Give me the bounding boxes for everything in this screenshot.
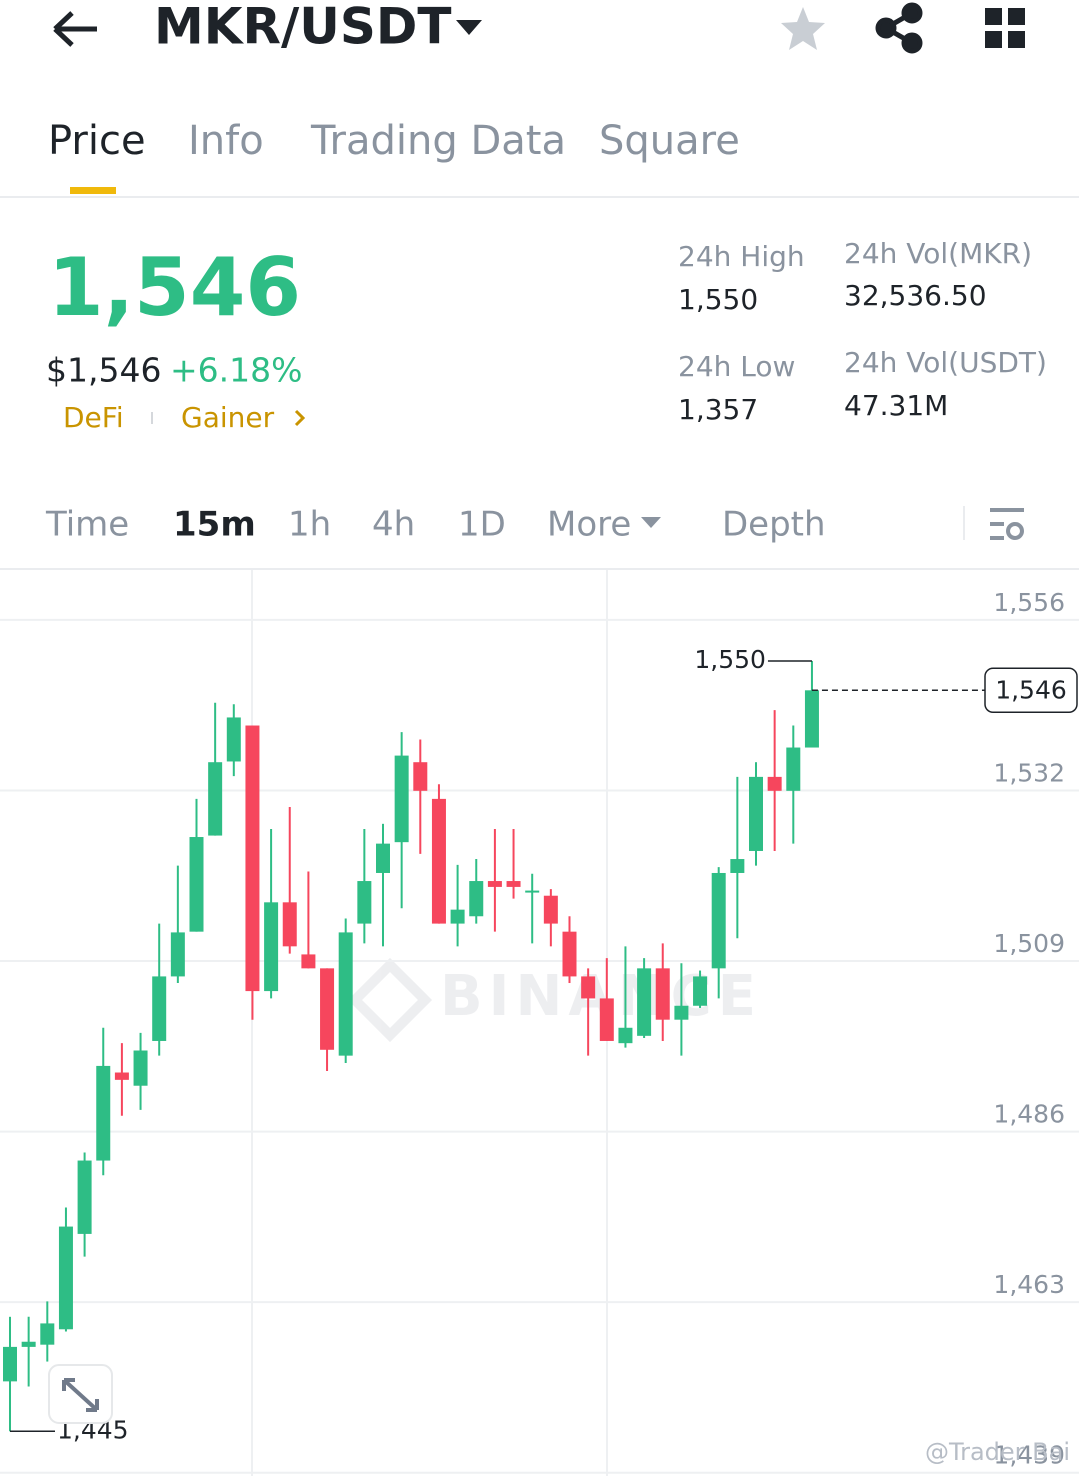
expand-icon[interactable] [62, 1378, 99, 1412]
y-tick-label: 1,532 [993, 758, 1065, 787]
candle-body [674, 1005, 689, 1020]
candle-body [487, 881, 502, 887]
candle-body [618, 1027, 633, 1044]
credit: @Trader Bai [925, 1438, 1070, 1466]
y-tick-label: 1,463 [993, 1270, 1065, 1299]
candle-body [320, 968, 335, 1050]
stat-value: 32,536.50 [844, 279, 987, 312]
price-change: +6.18% [170, 351, 302, 390]
candle-body [77, 1160, 92, 1234]
candle-body [357, 881, 372, 924]
candle-body [170, 932, 185, 977]
candle-body [301, 954, 316, 969]
max-label: 1,550 [694, 645, 766, 674]
tag[interactable]: DeFi [63, 401, 124, 434]
candle-body [767, 776, 782, 791]
pair-title[interactable]: MKR/USDT [154, 0, 452, 56]
grid-icon[interactable] [985, 8, 1025, 48]
candle-body [208, 762, 223, 836]
candle-body [581, 976, 596, 999]
stat-label: 24h Vol(MKR) [844, 237, 1032, 270]
stat-value: 1,550 [678, 283, 758, 316]
price-usd: $1,546 [46, 351, 161, 390]
interval[interactable]: 1h [288, 505, 331, 545]
interval[interactable]: 4h [372, 505, 415, 545]
candle-body [226, 717, 241, 762]
y-tick-label: 1,439 [993, 1441, 1065, 1470]
interval[interactable]: Depth [722, 505, 826, 545]
candle-body [114, 1072, 129, 1080]
candle-body [152, 976, 167, 1041]
last-price: 1,546 [48, 241, 301, 334]
candle-body [96, 1065, 111, 1161]
candle-body [711, 872, 726, 969]
candle-body [637, 968, 652, 1036]
y-tick-label: 1,556 [993, 588, 1065, 617]
candle-body [40, 1323, 55, 1345]
candle-body [21, 1341, 36, 1347]
last-price-label: 1,546 [995, 675, 1067, 704]
star-icon[interactable] [781, 7, 825, 50]
tab-indicator [70, 187, 116, 194]
candle-body [506, 881, 521, 887]
dropdown-icon[interactable] [641, 517, 661, 528]
interval[interactable]: 1D [458, 505, 506, 545]
interval[interactable]: Time [45, 505, 129, 545]
candle-body [338, 932, 353, 1056]
settings-icon[interactable] [990, 508, 1024, 540]
candle-body [376, 843, 390, 873]
candle-body [804, 690, 819, 748]
tab[interactable]: Price [48, 118, 146, 164]
y-tick-label: 1,509 [993, 929, 1065, 958]
candle-body [189, 837, 204, 932]
last-price-box [984, 667, 1078, 714]
candle-body [655, 968, 670, 1020]
chevron-icon[interactable] [294, 409, 306, 427]
tag[interactable]: Gainer [181, 401, 275, 434]
candle-body [786, 747, 801, 791]
candle-body [58, 1226, 73, 1330]
candle-body [413, 762, 428, 791]
candle-body [450, 909, 465, 924]
plot: 1,5561,5321,5091,4861,4631,4391,5501,445… [0, 588, 1079, 1474]
candle-body [431, 798, 446, 924]
tab[interactable]: Info [188, 118, 264, 164]
y-tick-label: 1,486 [993, 1100, 1065, 1129]
candle-body [133, 1050, 148, 1086]
interval[interactable]: More [547, 505, 631, 545]
candle-body [749, 776, 763, 851]
candle-body [730, 859, 745, 873]
stat-label: 24h High [678, 240, 805, 273]
dropdown-icon[interactable] [456, 20, 482, 35]
candle-body [394, 755, 409, 843]
stat-label: 24h Low [678, 350, 795, 383]
interval[interactable]: 15m [173, 505, 256, 545]
stat-value: 47.31M [844, 389, 948, 422]
back-icon[interactable] [53, 11, 97, 47]
candle-body [469, 881, 484, 917]
candle-body [525, 890, 540, 893]
share-icon[interactable] [875, 2, 923, 54]
tab[interactable]: Square [599, 118, 740, 164]
tab[interactable]: Trading Data [310, 118, 566, 164]
stat-value: 1,357 [678, 393, 758, 426]
candle-body [264, 902, 279, 992]
candle-body [282, 902, 297, 947]
stat-label: 24h Vol(USDT) [844, 346, 1047, 379]
candle-body [693, 976, 708, 1006]
candle-body [599, 998, 614, 1041]
candle-body [3, 1346, 17, 1382]
candle-body [562, 931, 577, 977]
candle-body [543, 895, 558, 924]
candle-body [245, 725, 260, 992]
